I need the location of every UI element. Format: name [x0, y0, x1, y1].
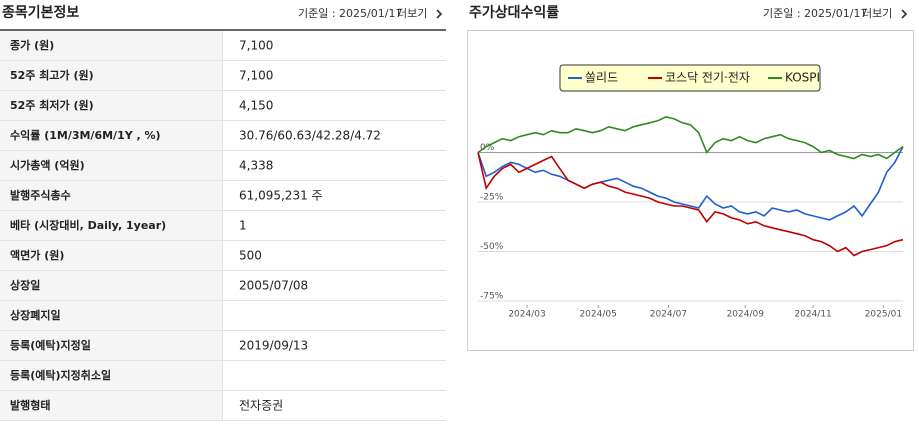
label-cell: [0, 61, 222, 91]
row-label: 상장폐지일: [10, 308, 61, 322]
label-cell: [0, 91, 222, 121]
row-label: 수익률 (1M/3M/6M/1Y , %): [10, 129, 161, 142]
row-value: 500: [239, 249, 262, 263]
chevron[interactable]: [901, 9, 908, 19]
x-tick-label: 2025/01: [865, 310, 902, 320]
y-tick-label: -25%: [480, 193, 504, 203]
x-tick-label: 2024/07: [650, 310, 687, 320]
row-label: 52주 최저가 (원): [10, 98, 94, 112]
row-label: 액면가 (원): [10, 248, 64, 262]
row-value: 2019/09/13: [239, 339, 308, 353]
label-cell: [0, 271, 222, 301]
info-date: 기준일 : 2025/01/17: [298, 6, 402, 20]
x-tick-label: 2024/11: [794, 310, 831, 320]
legend-label: 쏠리드: [585, 71, 618, 85]
y-tick-label: -50%: [480, 242, 504, 252]
row-label: 등록(예탁)지정일: [10, 338, 91, 352]
row-value: 30.76/60.63/42.28/4.72: [239, 129, 381, 143]
series-line: [477, 146, 904, 221]
row-label: 상장일: [10, 278, 40, 292]
row-label: 종가 (원): [10, 38, 54, 52]
row-label: 등록(예탁)지정취소일: [10, 368, 111, 382]
row-label: 발행주식총수: [10, 188, 71, 202]
x-tick-label: 2024/05: [579, 310, 616, 320]
row-value: 2005/07/08: [239, 279, 308, 293]
x-tick-label: 2024/03: [508, 310, 545, 320]
label-cell: [0, 301, 222, 331]
row-value: 전자증권: [239, 399, 283, 413]
legend-box: [559, 64, 821, 92]
x-tick-label: 2024/09: [727, 310, 765, 320]
info-more[interactable]: 더보기: [397, 7, 427, 20]
row-value: 1: [239, 219, 247, 233]
y-tick-label: 0%: [480, 143, 495, 153]
series-line: [477, 152, 904, 257]
label-cell: [0, 151, 222, 181]
label-cell: [0, 241, 222, 271]
row-value: 4,338: [239, 159, 273, 173]
y-tick-label: -75%: [480, 292, 504, 302]
chart-more[interactable]: 더보기: [862, 7, 892, 20]
chart-panel: [467, 30, 914, 351]
row-value: 4,150: [239, 99, 273, 113]
label-cell: [0, 211, 222, 241]
label-cell: [0, 391, 222, 421]
row-label: 발행형태: [10, 398, 50, 412]
row-label: 52주 최고가 (원): [10, 68, 94, 82]
row-value: 7,100: [239, 39, 273, 53]
label-cell: [0, 181, 222, 211]
label-cell: [0, 361, 222, 391]
chart-date: 기준일 : 2025/01/17: [763, 6, 867, 20]
chevron[interactable]: [436, 9, 443, 19]
row-value: 7,100: [239, 69, 273, 83]
row-label: 베타 (시장대비, Daily, 1year): [10, 218, 166, 232]
label-cell: [0, 31, 222, 61]
row-value: 61,095,231 주: [239, 189, 323, 203]
legend-label: KOSPI: [785, 71, 820, 85]
legend-label: 코스닥 전기·전자: [665, 71, 750, 85]
label-cell: [0, 121, 222, 151]
row-label: 시가총액 (억원): [10, 158, 85, 172]
series-line: [477, 116, 904, 160]
chart-title: 주가상대수익률: [469, 4, 559, 21]
label-cell: [0, 331, 222, 361]
info-title: 종목기본정보: [2, 4, 79, 21]
